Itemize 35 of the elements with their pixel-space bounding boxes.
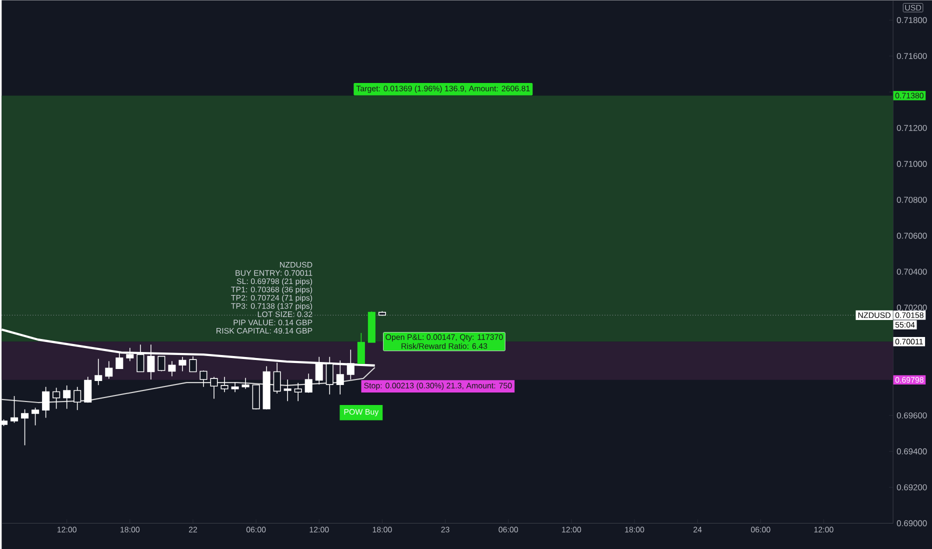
candlestick xyxy=(84,376,92,403)
candlestick xyxy=(242,377,250,390)
candlestick xyxy=(126,347,134,362)
candlestick xyxy=(63,384,71,410)
candlestick xyxy=(284,379,292,402)
candlestick xyxy=(200,370,208,388)
y-tick-label: 0.71600 xyxy=(896,52,927,59)
y-tick-label: 0.69200 xyxy=(896,484,927,490)
candlestick xyxy=(74,386,82,410)
candlestick xyxy=(357,332,365,364)
candlestick xyxy=(168,360,176,377)
candlestick xyxy=(105,360,113,380)
y-tick-label: 0.69600 xyxy=(896,412,927,418)
candlestick xyxy=(32,407,40,426)
y-tick-label: 0.71000 xyxy=(896,160,927,167)
candlestick xyxy=(210,376,218,400)
y-tick-label: 0.70800 xyxy=(896,196,927,203)
y-tick-label: 0.70600 xyxy=(896,232,927,239)
candlestick xyxy=(304,373,312,394)
y-tick-label: 0.69400 xyxy=(896,448,927,454)
candlestick xyxy=(294,382,302,402)
candlestick xyxy=(220,376,228,392)
y-tick-label: 0.71200 xyxy=(896,124,927,131)
candlestick xyxy=(10,396,18,424)
y-tick-label: 0.70200 xyxy=(896,304,927,311)
candlestick xyxy=(252,384,260,410)
candlestick xyxy=(42,386,50,418)
y-tick-label: 0.71800 xyxy=(896,17,927,24)
candlestick xyxy=(178,356,186,372)
candlestick xyxy=(52,387,60,410)
y-tick-label: 0.69000 xyxy=(896,520,927,526)
candlestick xyxy=(231,382,239,392)
candlestick xyxy=(94,358,102,386)
candlestick xyxy=(21,408,29,446)
y-tick-label: 0.70400 xyxy=(896,268,927,275)
